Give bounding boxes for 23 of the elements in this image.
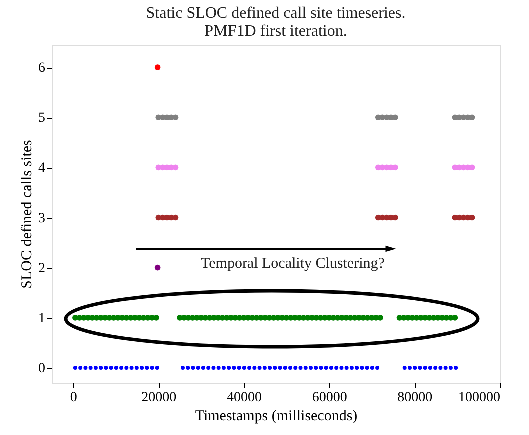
- point: [154, 64, 161, 70]
- point: [392, 214, 398, 221]
- y-tick-label: 0: [38, 361, 46, 376]
- annotation: Temporal Locality Clustering?: [201, 256, 386, 272]
- y-tick-label: 4: [38, 161, 46, 176]
- text: Static SLOC defined call site timeseries.: [146, 5, 406, 22]
- x-tick-label: 20000: [142, 390, 177, 406]
- y-tick-label: 2: [38, 261, 46, 276]
- x-tick-label: 0: [70, 390, 78, 406]
- y-tick-label: 3: [38, 211, 46, 226]
- point: [154, 264, 161, 271]
- point: [392, 164, 398, 171]
- x-tick-label: 40000: [227, 390, 262, 406]
- y-tick-label: 1: [38, 311, 46, 326]
- x-tick-label: 80000: [398, 390, 433, 406]
- x-axis-title: Timestamps (milliseconds): [195, 408, 358, 424]
- y-axis-title: SLOC defined calls sites: [20, 140, 36, 289]
- point: [392, 114, 398, 121]
- x-tick-label: 60000: [312, 390, 348, 406]
- y-tick-label: 6: [38, 61, 46, 76]
- y-tick-label: 5: [38, 111, 46, 126]
- text: PMF1D first iteration.: [204, 23, 348, 40]
- x-tick-label: 100000: [458, 390, 500, 406]
